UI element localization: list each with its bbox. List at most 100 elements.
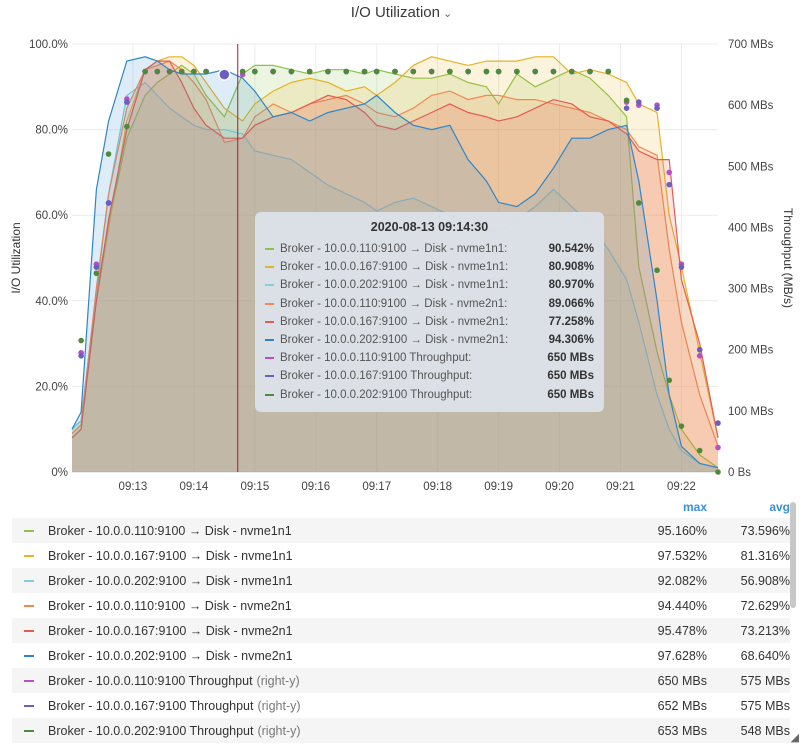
legend-series-name: Broker - 10.0.0.167:9100 → Disk - nvme2n… (48, 624, 624, 638)
tooltip-label: Broker - 10.0.0.110:9100 → Disk - nvme2n… (280, 297, 508, 310)
throughput-point-3 (392, 68, 398, 75)
throughput-point-1 (715, 444, 721, 451)
legend-row[interactable]: Broker - 10.0.0.167:9100 → Disk - nvme1n… (12, 543, 790, 568)
throughput-point-3 (465, 68, 471, 75)
throughput-point-3 (483, 68, 490, 75)
legend-avg-value: 575 MBs (740, 698, 790, 713)
throughput-point-3 (142, 68, 148, 75)
legend-swatch (24, 629, 34, 632)
y-left-tick-label: 0% (51, 467, 68, 479)
throughput-point-3 (306, 68, 313, 75)
throughput-point-1 (666, 169, 673, 176)
legend-swatch (24, 579, 34, 582)
tooltip-swatch (265, 339, 274, 342)
legend-series-label: Broker - 10.0.0.110:9100 Throughput (48, 673, 253, 688)
legend-row[interactable]: Broker - 10.0.0.167:9100 Throughput (righ… (12, 693, 790, 718)
tooltip-value: 77.258% (548, 315, 594, 328)
throughput-point-3 (666, 377, 673, 384)
chart-tooltip: 2020-08-13 09:14:30 Broker - 10.0.0.110:… (255, 212, 604, 412)
tooltip-swatch (265, 284, 274, 287)
y-left-tick-label: 80.0% (35, 125, 68, 137)
legend-swatch (24, 729, 34, 732)
tooltip-value: 650 MBs (547, 352, 594, 365)
tooltip-value: 89.066% (548, 297, 594, 310)
legend-row[interactable]: Broker - 10.0.0.202:9100 Throughput (righ… (12, 718, 790, 743)
legend-avg-header[interactable]: avg (769, 500, 790, 514)
throughput-point-3 (343, 68, 350, 75)
x-tick-label: 09:17 (362, 481, 391, 493)
tooltip-swatch (265, 375, 274, 378)
throughput-point-3 (447, 68, 453, 75)
series-line-3 (71, 81, 719, 469)
legend-max-value: 97.532% (657, 548, 707, 563)
legend-scrollbar[interactable] (790, 502, 796, 608)
throughput-point-3 (635, 200, 642, 206)
tooltip-label: Broker - 10.0.0.167:9100 Throughput: (280, 370, 473, 383)
legend-series-label: Broker - 10.0.0.167:9100 Throughput (48, 698, 254, 713)
tooltip-row: Broker - 10.0.0.110:9100 Throughput: 650 … (265, 349, 594, 367)
legend-avg-value: 81.316% (740, 548, 790, 563)
y-right-tick-label: 0 Bs (728, 467, 751, 479)
throughput-point-3 (605, 68, 612, 75)
tooltip-label: Broker - 10.0.0.202:9100 Throughput: (280, 388, 473, 401)
x-tick-label: 09:21 (606, 481, 635, 493)
throughput-point-2 (696, 346, 703, 353)
legend-row[interactable]: Broker - 10.0.0.110:9100 → Disk - nvme2n… (12, 593, 790, 618)
legend-series-name: Broker - 10.0.0.110:9100 → Disk - nvme1n… (48, 524, 624, 538)
legend-row[interactable]: Broker - 10.0.0.110:9100 Throughput (righ… (12, 668, 790, 693)
throughput-point-2 (93, 264, 100, 270)
throughput-point-3 (587, 68, 593, 75)
tooltip-row: Broker - 10.0.0.110:9100 → Disk - nvme2n… (265, 295, 594, 313)
resize-handle-icon[interactable]: ◢ (790, 732, 799, 744)
tooltip-label: Broker - 10.0.0.110:9100 Throughput: (280, 352, 472, 365)
legend-max-value: 95.478% (657, 623, 707, 638)
legend-row[interactable]: Broker - 10.0.0.202:9100 → Disk - nvme2n… (12, 643, 790, 668)
throughput-point-2 (78, 353, 84, 359)
throughput-point-2 (654, 105, 660, 111)
throughput-point-1 (696, 353, 703, 359)
legend-axis-suffix: (right-y) (256, 673, 300, 688)
tooltip-row: Broker - 10.0.0.110:9100 → Disk - nvme1n… (265, 240, 594, 258)
throughput-point-3 (124, 123, 130, 130)
legend-series-name: Broker - 10.0.0.202:9100 Throughput (righ… (48, 724, 624, 738)
legend-max-value: 653 MBs (657, 723, 707, 738)
throughput-point-2 (678, 264, 685, 270)
legend-series-label: Broker - 10.0.0.202:9100 → Disk - nvme1n… (48, 573, 293, 588)
throughput-point-2 (124, 99, 130, 105)
tooltip-title: 2020-08-13 09:14:30 (370, 220, 489, 234)
y-right-tick-label: 200 MBs (728, 345, 774, 357)
legend-row[interactable]: Broker - 10.0.0.202:9100 → Disk - nvme1n… (12, 568, 790, 593)
throughput-point-3 (361, 68, 368, 75)
legend-series-name: Broker - 10.0.0.110:9100 Throughput (righ… (48, 674, 624, 688)
legend-row[interactable]: Broker - 10.0.0.167:9100 → Disk - nvme2n… (12, 618, 790, 643)
tooltip-swatch (265, 320, 274, 323)
tooltip-value: 650 MBs (547, 370, 594, 383)
y-left-tick-label: 60.0% (35, 210, 68, 222)
legend-avg-value: 73.213% (740, 623, 790, 638)
legend-series-name: Broker - 10.0.0.202:9100 → Disk - nvme1n… (48, 574, 624, 588)
throughput-point-3 (239, 68, 246, 75)
throughput-point-3 (93, 270, 100, 277)
y-right-axis-title: Throughput (MB/s) (781, 208, 795, 308)
legend-series-label: Broker - 10.0.0.202:9100 Throughput (48, 723, 254, 738)
legend-row[interactable]: Broker - 10.0.0.110:9100 → Disk - nvme1n… (12, 518, 790, 543)
legend-avg-value: 72.629% (740, 598, 790, 613)
y-left-tick-label: 40.0% (35, 296, 68, 308)
chevron-down-icon[interactable]: ⌄ (442, 8, 453, 20)
throughput-point-3 (495, 68, 502, 75)
x-tick-label: 09:16 (301, 481, 330, 493)
legend-max-header[interactable]: max (682, 500, 707, 514)
throughput-point-3 (568, 68, 575, 75)
throughput-point-2 (623, 105, 630, 111)
throughput-point-3 (715, 469, 721, 475)
legend-series-name: Broker - 10.0.0.202:9100 → Disk - nvme2n… (48, 649, 624, 663)
legend-avg-value: 73.596% (740, 523, 790, 538)
y-right-tick-label: 400 MBs (728, 222, 774, 234)
legend-axis-suffix: (right-y) (257, 698, 301, 713)
y-right-tick-label: 600 MBs (728, 100, 774, 112)
throughput-point-3 (105, 151, 112, 157)
tooltip-label: Broker - 10.0.0.202:9100 → Disk - nvme1n… (280, 279, 509, 292)
throughput-point-3 (428, 68, 435, 75)
chart-title[interactable]: I/O Utilization ⌄ (0, 4, 803, 21)
y-left-tick-label: 100.0% (29, 39, 68, 51)
